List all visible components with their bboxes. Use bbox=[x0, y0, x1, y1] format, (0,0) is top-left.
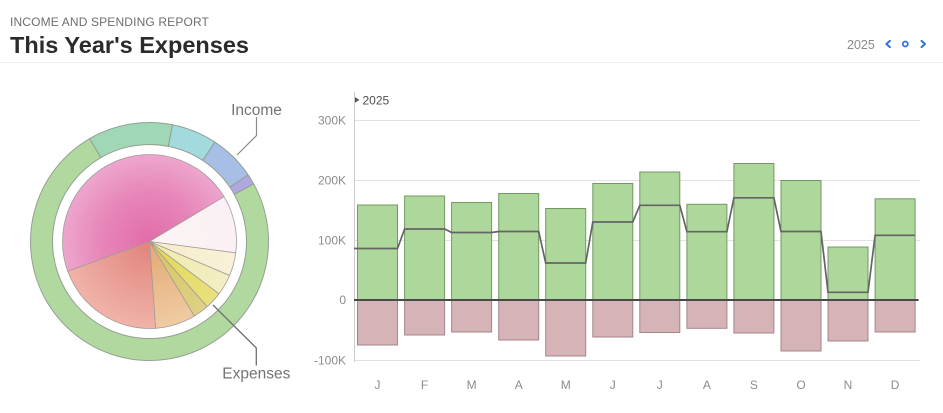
svg-text:M: M bbox=[561, 378, 571, 392]
svg-text:S: S bbox=[750, 378, 758, 392]
svg-text:300K: 300K bbox=[318, 114, 346, 128]
svg-text:M: M bbox=[467, 378, 477, 392]
svg-text:A: A bbox=[515, 378, 523, 392]
svg-text:200K: 200K bbox=[318, 174, 346, 188]
svg-text:N: N bbox=[844, 378, 853, 392]
svg-text:Income: Income bbox=[231, 102, 282, 119]
svg-text:A: A bbox=[703, 378, 711, 392]
svg-text:Expenses: Expenses bbox=[222, 365, 290, 382]
svg-text:O: O bbox=[796, 378, 805, 392]
svg-text:100K: 100K bbox=[318, 234, 346, 248]
svg-text:0: 0 bbox=[339, 293, 346, 307]
svg-text:-100K: -100K bbox=[314, 354, 346, 368]
svg-text:F: F bbox=[421, 378, 428, 392]
svg-text:J: J bbox=[610, 378, 616, 392]
svg-text:D: D bbox=[891, 378, 900, 392]
svg-text:J: J bbox=[657, 378, 663, 392]
svg-text:J: J bbox=[375, 378, 381, 392]
svg-text:2025: 2025 bbox=[363, 93, 390, 107]
